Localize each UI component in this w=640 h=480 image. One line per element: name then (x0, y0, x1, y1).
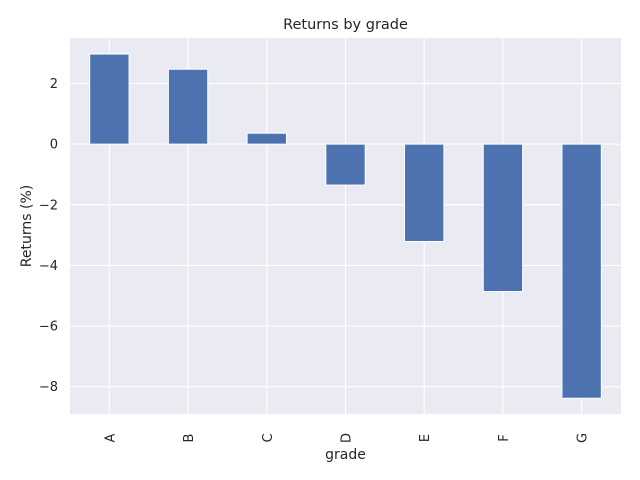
y-tick-label: −6 (39, 320, 58, 335)
x-tick-label: G (576, 433, 591, 443)
x-tick-label: D (340, 433, 355, 443)
chart-title: Returns by grade (283, 17, 408, 33)
x-tick-label: A (103, 433, 118, 442)
x-axis-label: grade (325, 447, 366, 463)
x-tick-label: E (418, 434, 433, 442)
y-axis-label: Returns (%) (19, 185, 35, 267)
y-tick-label: 0 (50, 138, 58, 153)
y-tick-label: 2 (50, 77, 58, 92)
bar-F (482, 143, 524, 292)
bars (89, 53, 602, 399)
bar-E (404, 143, 445, 242)
bar-A (89, 53, 130, 145)
bar-C (246, 132, 287, 145)
x-axis-ticks: A B C D E F G (103, 433, 590, 443)
y-tick-label: −8 (39, 380, 58, 395)
x-tick-label: B (182, 434, 197, 443)
x-tick-label: C (261, 433, 276, 442)
x-tick-label: F (497, 434, 512, 441)
y-axis-ticks: 2 0 −2 −4 −6 −8 (39, 77, 58, 395)
bar-G (561, 143, 602, 399)
y-tick-label: −4 (39, 259, 58, 274)
bar-B (167, 68, 209, 145)
y-tick-label: −2 (39, 198, 58, 213)
bar-D (325, 143, 366, 186)
